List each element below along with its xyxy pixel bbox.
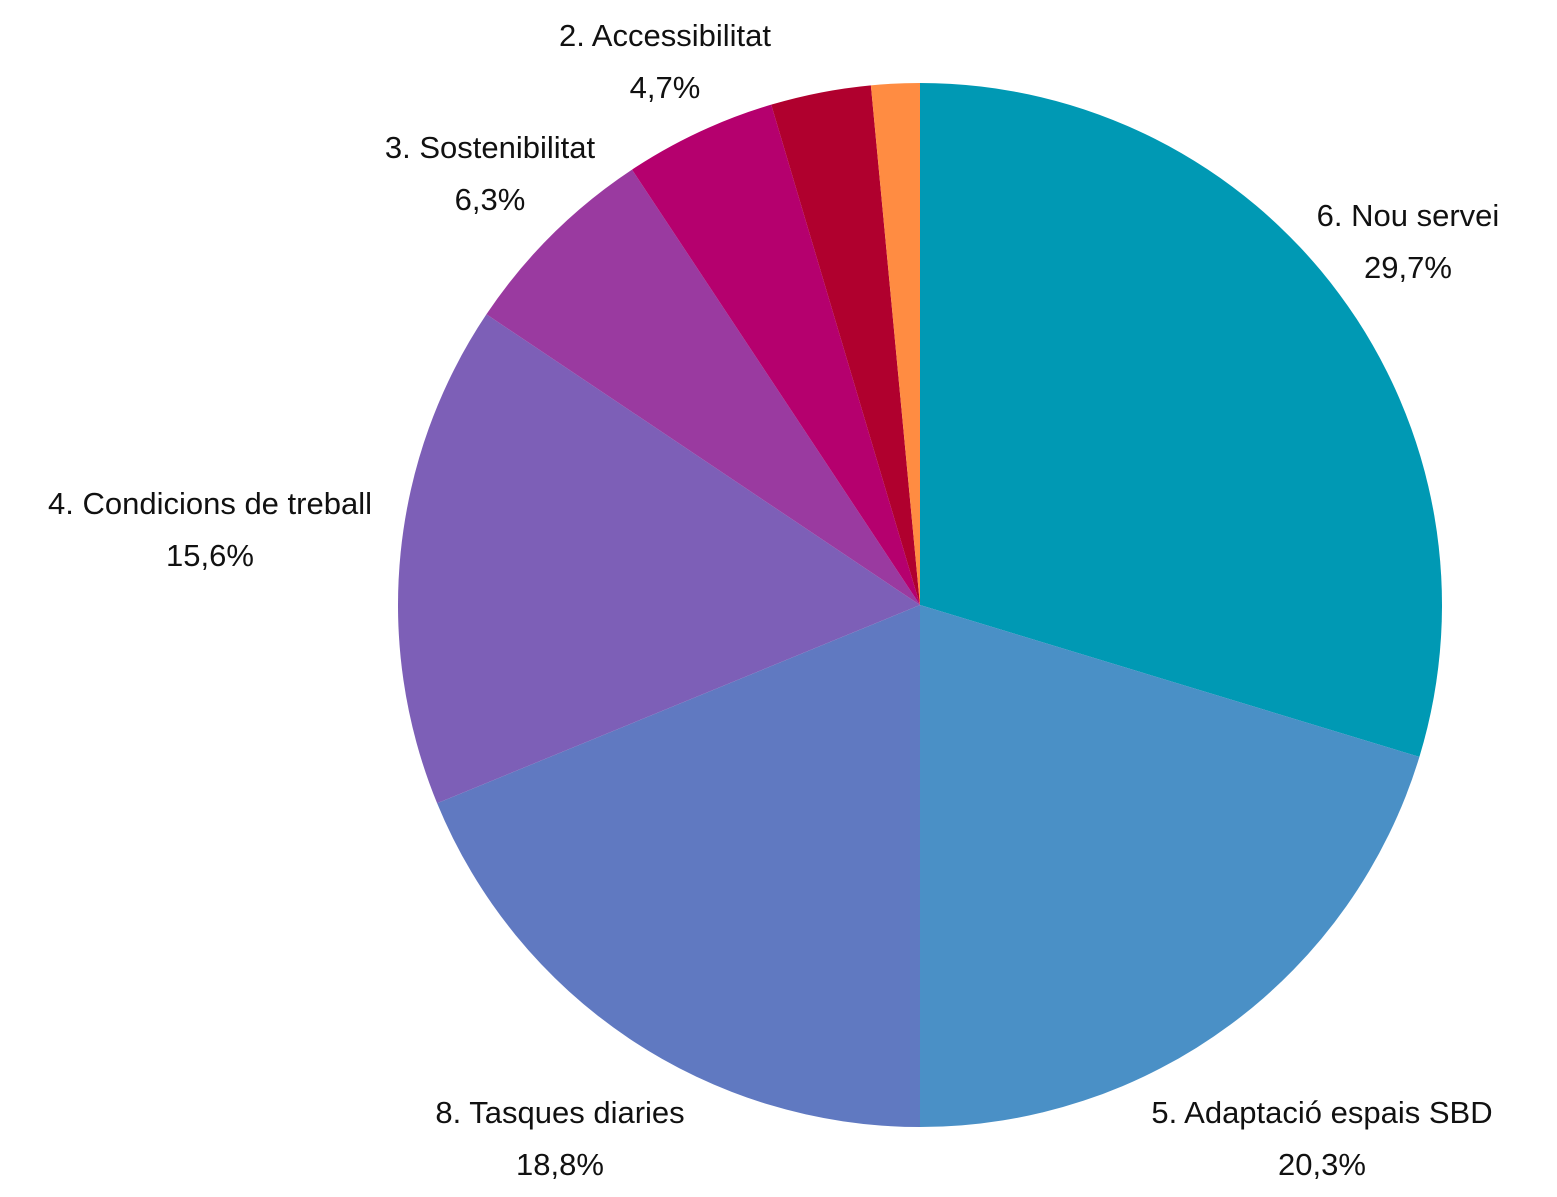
slice-value-label: 29,7% xyxy=(1364,250,1452,285)
slice-label: 2. Accessibilitat xyxy=(559,18,771,53)
slice-value-label: 15,6% xyxy=(166,538,254,573)
slice-label: 4. Condicions de treball xyxy=(48,486,372,521)
pie-slice xyxy=(920,83,1442,757)
slice-value-label: 4,7% xyxy=(630,70,701,105)
pie-slice xyxy=(870,83,920,605)
pie-slice xyxy=(398,314,920,804)
pie-slice xyxy=(632,104,920,606)
slice-label: 5. Adaptació espais SBD xyxy=(1151,1095,1492,1130)
slice-label: 8. Tasques diaries xyxy=(435,1095,684,1130)
pie-slice xyxy=(920,605,1420,1127)
slice-value-label: 6,3% xyxy=(455,182,526,217)
slice-label: 3. Sostenibilitat xyxy=(385,130,596,165)
pie-slice xyxy=(771,85,920,606)
pie-slice xyxy=(437,605,920,1127)
slice-label: 6. Nou servei xyxy=(1317,198,1500,233)
slice-value-label: 18,8% xyxy=(516,1147,604,1182)
slice-value-label: 20,3% xyxy=(1278,1147,1366,1182)
pie-slice xyxy=(486,169,920,605)
